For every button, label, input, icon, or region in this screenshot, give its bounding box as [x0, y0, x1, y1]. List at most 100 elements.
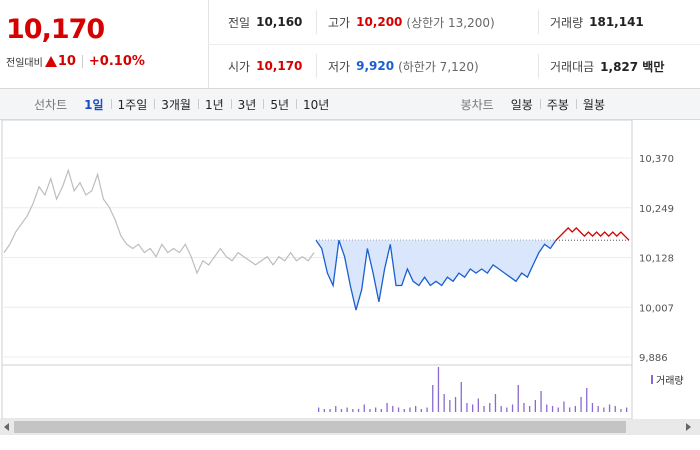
divider: [316, 10, 317, 34]
volume-bar: [614, 406, 616, 412]
tab-monthly[interactable]: 월봉: [575, 96, 612, 113]
volume-bar: [420, 409, 422, 412]
tab-weekly[interactable]: 주봉: [539, 96, 576, 113]
volume-bar: [546, 404, 548, 412]
open-label: 시가: [228, 59, 251, 74]
volume-bar: [357, 409, 360, 412]
volume-legend: 거래량: [651, 372, 684, 387]
volume-bar: [517, 385, 519, 412]
volume-bar: [557, 407, 559, 412]
metrics-row: 시가 10,170 저가 9,920 (하한가 7,120) 거래대금 1,82…: [208, 44, 700, 88]
volume-bar: [586, 388, 588, 412]
volume-bar: [506, 407, 508, 412]
chart-frame: [1, 119, 633, 420]
low-cell: 저가 9,920 (하한가 7,120): [328, 44, 479, 88]
tab-10y[interactable]: 10년: [296, 96, 336, 113]
volume-bar: [569, 407, 571, 412]
chart-scrollbar[interactable]: [0, 419, 700, 435]
volume-bar: [540, 391, 542, 412]
change-label: 전일대비: [6, 58, 43, 69]
volume-bar: [494, 394, 497, 412]
volume-bar: [363, 404, 365, 412]
divider: [538, 10, 539, 34]
current-price-box: 10,170 전일대비 10 +0.10%: [0, 0, 209, 88]
volume-bar: [380, 409, 382, 412]
up-line: [555, 226, 630, 241]
volume-bar: [580, 397, 582, 412]
tab-1y[interactable]: 1년: [197, 96, 231, 113]
line-chart-label: 선차트: [34, 97, 68, 112]
current-price: 10,170: [6, 14, 105, 45]
divider: [81, 55, 83, 68]
volume-bar: [472, 404, 474, 412]
scroll-left-icon[interactable]: [4, 423, 9, 431]
tab-daily[interactable]: 일봉: [510, 97, 533, 112]
volume-bar: [409, 407, 411, 412]
candle-chart-tabs: 봉차트 일봉 주봉 월봉: [461, 96, 612, 113]
prev-close-value: 10,160: [256, 15, 303, 29]
lower-limit: (하한가 7,120): [398, 59, 479, 74]
amount-cell: 거래대금 1,827 백만: [550, 44, 664, 88]
volume-bar: [523, 403, 525, 412]
scroll-right-icon[interactable]: [686, 423, 691, 431]
candle-chart-label: 봉차트: [460, 97, 494, 112]
prev-close-cell: 전일 10,160: [228, 0, 302, 44]
volume-bar: [352, 409, 354, 412]
y-tick-label: 10,128: [639, 254, 674, 265]
volume-bar: [608, 404, 611, 412]
change-value: 10: [57, 54, 76, 69]
high-cell: 고가 10,200 (상한가 13,200): [328, 0, 495, 44]
amount-label: 거래대금: [550, 59, 595, 74]
high-label: 고가: [328, 15, 351, 30]
change-row: 전일대비 10 +0.10%: [6, 54, 145, 69]
volume-bar: [437, 367, 440, 412]
volume-bar: [454, 397, 457, 412]
volume-bar: [603, 407, 605, 412]
volume-bar: [432, 385, 434, 412]
volume-bar: [460, 382, 462, 412]
tab-1d[interactable]: 1일: [84, 97, 104, 112]
amount-value: 1,827 백만: [600, 59, 665, 74]
volume-value: 181,141: [589, 15, 644, 29]
volume-bar: [551, 406, 554, 412]
volume-bar: [318, 407, 320, 412]
open-value: 10,170: [256, 59, 303, 73]
volume-bar: [483, 406, 485, 412]
triangle-up-icon: [44, 56, 57, 67]
open-cell: 시가 10,170: [228, 44, 302, 88]
volume-bar: [443, 394, 445, 412]
volume-bar: [346, 407, 348, 412]
tab-3m[interactable]: 3개월: [154, 96, 198, 113]
down-line: [315, 239, 557, 311]
prev-close-label: 전일: [228, 15, 251, 30]
line-chart-tabs: 선차트 1일 1주일 3개월 1년 3년 5년 10년: [0, 96, 336, 113]
volume-bar: [369, 409, 371, 412]
volume-bar: [574, 406, 576, 412]
volume-label: 거래량: [550, 15, 584, 30]
volume-swatch: [651, 375, 653, 384]
volume-bar: [397, 407, 400, 412]
volume-bar: [477, 398, 479, 412]
scroll-thumb[interactable]: [14, 421, 626, 433]
chart-period-tabs: 선차트 1일 1주일 3개월 1년 3년 5년 10년 봉차트 일봉 주봉 월봉: [0, 89, 700, 120]
metrics-row: 전일 10,160 고가 10,200 (상한가 13,200) 거래량 181…: [208, 0, 700, 45]
tab-3y[interactable]: 3년: [230, 96, 264, 113]
y-tick-label: 10,249: [639, 204, 674, 215]
tab-1w[interactable]: 1주일: [110, 96, 155, 113]
volume-bar: [449, 400, 451, 412]
y-tick-label: 10,370: [639, 154, 674, 165]
volume-cell: 거래량 181,141: [550, 0, 644, 44]
y-tick-label: 10,007: [639, 303, 674, 314]
volume-bar: [563, 401, 565, 412]
volume-bar: [415, 406, 417, 412]
volume-bar: [529, 406, 531, 412]
volume-bar: [534, 400, 536, 412]
price-summary: 10,170 전일대비 10 +0.10% 전일 10,160 고가 10,20…: [0, 0, 700, 89]
tab-5y[interactable]: 5년: [263, 96, 296, 113]
volume-bar: [626, 407, 628, 412]
upper-limit: (상한가 13,200): [406, 15, 495, 30]
volume-bar: [500, 406, 502, 412]
volume-bar: [591, 403, 594, 412]
y-tick-label: 9,886: [639, 353, 668, 364]
volume-bar: [426, 407, 428, 412]
